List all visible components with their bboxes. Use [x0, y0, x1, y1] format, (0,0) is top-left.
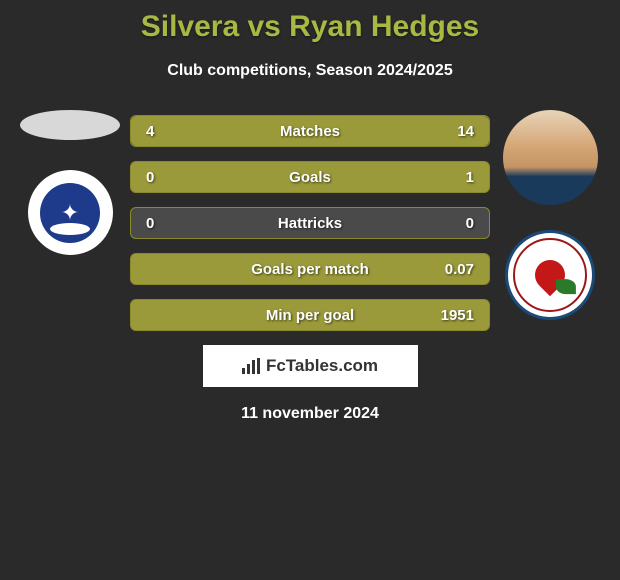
chart-icon — [242, 358, 260, 374]
star-icon: ✦ — [61, 200, 79, 226]
logo-text: FcTables.com — [266, 356, 378, 376]
stat-row: 0 Goals 1 — [130, 161, 490, 193]
logo-box: FcTables.com — [203, 345, 418, 387]
left-player-column: ✦ — [10, 110, 130, 331]
right-club-badge — [505, 230, 595, 320]
stat-left-value: 4 — [146, 123, 154, 140]
comparison-card: Silvera vs Ryan Hedges Club competitions… — [0, 0, 620, 580]
stat-left-value: 0 — [146, 169, 154, 186]
stat-row: Goals per match 0.07 — [130, 253, 490, 285]
stat-left-value: 0 — [146, 215, 154, 232]
date-text: 11 november 2024 — [0, 405, 620, 423]
left-club-badge: ✦ — [28, 170, 113, 255]
stat-right-value: 0.07 — [445, 261, 474, 278]
content-row: ✦ 4 Matches 14 0 Goals 1 0 Hattricks 0 Goals per … — [0, 110, 620, 331]
stats-column: 4 Matches 14 0 Goals 1 0 Hattricks 0 Goals per ma… — [130, 110, 490, 331]
right-player-photo — [503, 110, 598, 205]
stat-row: 4 Matches 14 — [130, 115, 490, 147]
stat-label: Goals per match — [251, 261, 369, 278]
stat-right-value: 1951 — [441, 307, 474, 324]
subtitle: Club competitions, Season 2024/2025 — [0, 62, 620, 80]
stat-row: Min per goal 1951 — [130, 299, 490, 331]
stat-label: Hattricks — [278, 215, 342, 232]
stat-label: Matches — [280, 123, 340, 140]
stat-right-value: 14 — [457, 123, 474, 140]
rose-icon — [529, 254, 571, 296]
stat-right-value: 0 — [466, 215, 474, 232]
stat-label: Min per goal — [266, 307, 354, 324]
left-player-photo-placeholder — [20, 110, 120, 140]
stat-right-value: 1 — [466, 169, 474, 186]
right-player-column — [490, 110, 610, 331]
stat-row: 0 Hattricks 0 — [130, 207, 490, 239]
page-title: Silvera vs Ryan Hedges — [0, 0, 620, 44]
stat-label: Goals — [289, 169, 331, 186]
